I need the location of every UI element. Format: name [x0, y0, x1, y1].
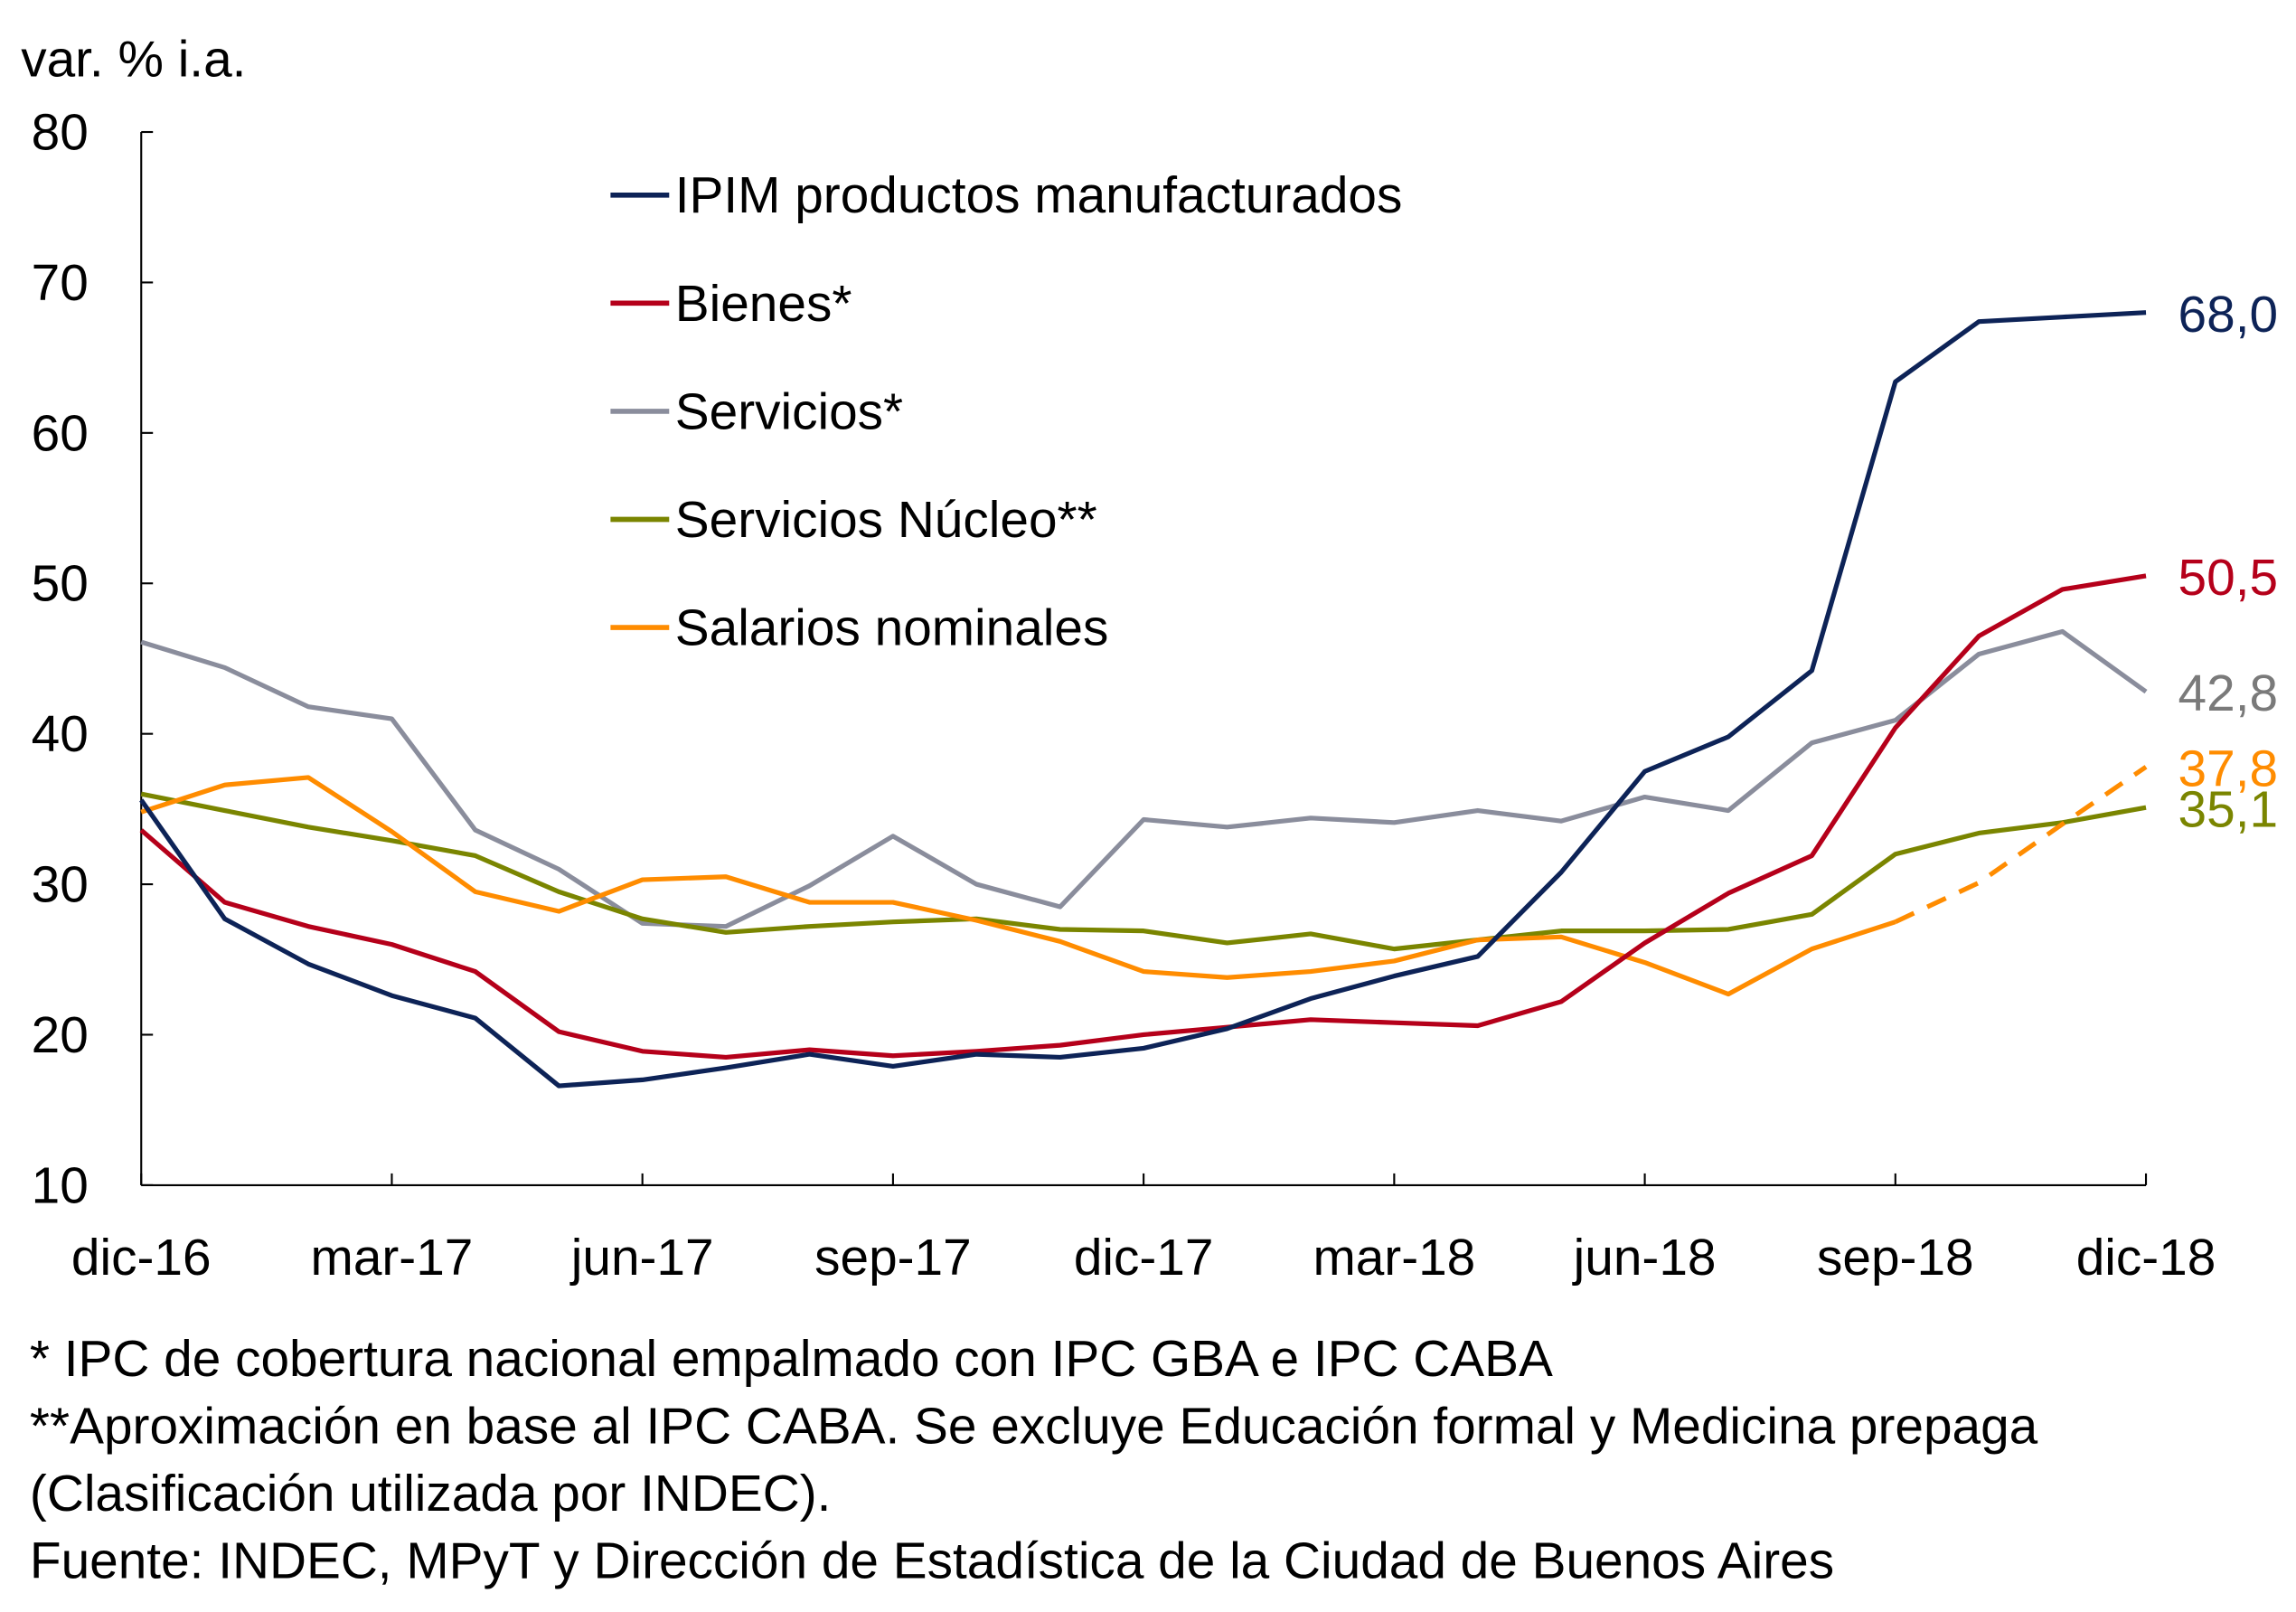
axes: 10 20 30 40 50 60 70 80 dic-16 mar-17 jun-17 sep-17…: [32, 104, 2216, 1286]
footnotes: * IPC de cobertura nacional empalmado co…: [30, 1331, 2038, 1590]
end-labels: 42,8 35,137,8 50,5 68,0: [2178, 287, 2278, 838]
legend-label-1: Bienes*: [675, 276, 852, 333]
series-line-3: [140, 791, 2147, 952]
series-line-4: [140, 775, 1896, 997]
footnote-3: (Clasificación utilizada por INDEC).: [30, 1466, 831, 1522]
legend-label-3: Servicios Núcleo**: [675, 492, 1097, 549]
y-tick-label: 30: [32, 857, 89, 914]
x-tick-label: sep-18: [1817, 1230, 1974, 1287]
x-tick-label: sep-17: [814, 1230, 972, 1287]
x-tick-label: dic-16: [71, 1230, 212, 1287]
y-tick-label: 40: [32, 706, 89, 763]
legend: IPIM productos manufacturados Bienes* Serv…: [610, 167, 1403, 657]
end-label-3: 35,1: [2178, 781, 2278, 838]
y-axis-label: var. % i.a.: [21, 31, 246, 88]
series-line-dashed-4: [1894, 765, 2148, 925]
x-tick-label: dic-18: [2076, 1230, 2216, 1287]
series-lines: [139, 310, 2148, 1089]
end-label-0: 68,0: [2178, 287, 2278, 344]
y-tick-label: 80: [32, 104, 89, 161]
series-line-2: [140, 628, 2148, 929]
y-tick-label: 70: [32, 255, 89, 312]
end-label-2: 42,8: [2178, 665, 2278, 722]
x-tick-label: jun-17: [569, 1230, 714, 1287]
end-label-1: 50,5: [2178, 550, 2278, 607]
x-tick-label: jun-18: [1572, 1230, 1717, 1287]
legend-label-2: Servicios*: [675, 383, 903, 440]
series-line-0: [139, 310, 2147, 1089]
legend-label-0: IPIM productos manufacturados: [675, 167, 1403, 224]
end-label-4: 37,8: [2178, 740, 2278, 797]
x-tick-label: mar-17: [311, 1230, 474, 1287]
y-tick-label: 20: [32, 1007, 89, 1064]
x-tick-label: mar-18: [1313, 1230, 1475, 1287]
y-tick-label: 10: [32, 1157, 89, 1214]
legend-label-4: Salarios nominales: [675, 600, 1109, 657]
x-tick-label: dic-17: [1074, 1230, 1214, 1287]
footnote-1: * IPC de cobertura nacional empalmado co…: [30, 1331, 1553, 1388]
y-tick-label: 60: [32, 405, 89, 462]
footnote-2: **Aproximación en base al IPC CABA. Se e…: [30, 1398, 2038, 1455]
footnote-source: Fuente: INDEC, MPyT y Dirección de Estad…: [30, 1533, 1834, 1590]
y-tick-label: 50: [32, 556, 89, 613]
series-line-1: [139, 573, 2147, 1061]
